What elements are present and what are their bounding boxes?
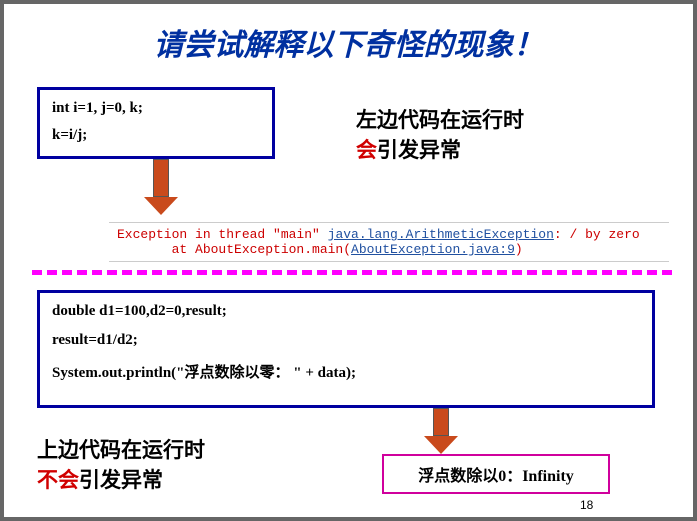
code-block-double: double d1=100,d2=0,result; result=d1/d2;… <box>37 290 655 408</box>
desc-line: 左边代码在运行时 <box>356 104 524 134</box>
page-number: 18 <box>580 498 593 512</box>
exception-text: Exception in thread "main" <box>117 227 328 242</box>
code-line: k=i/j; <box>52 127 260 144</box>
desc-line: 会引发异常 <box>356 134 524 164</box>
emphasis: 会 <box>356 138 377 162</box>
exception-text: ) <box>515 242 523 257</box>
desc-text: 引发异常 <box>377 138 461 162</box>
description-top: 左边代码在运行时 会引发异常 <box>356 104 524 164</box>
slide-title: 请尝试解释以下奇怪的现象！ <box>4 20 693 64</box>
desc-line: 上边代码在运行时 <box>37 434 205 464</box>
output-result: 浮点数除以0：Infinity <box>382 454 610 494</box>
slide-frame: 请尝试解释以下奇怪的现象！ int i=1, j=0, k; k=i/j; 左边… <box>0 0 697 521</box>
code-line: result=d1/d2; <box>52 332 640 349</box>
exception-text: : / by zero <box>554 227 640 242</box>
code-line: int i=1, j=0, k; <box>52 100 260 117</box>
desc-line: 不会引发异常 <box>37 464 205 494</box>
description-bottom: 上边代码在运行时 不会引发异常 <box>37 434 205 494</box>
exception-output: Exception in thread "main" java.lang.Ari… <box>109 222 669 262</box>
exception-link: AboutException.java:9 <box>351 242 515 257</box>
desc-text: 引发异常 <box>79 468 163 492</box>
code-line: double d1=100,d2=0,result; <box>52 303 640 320</box>
code-block-int: int i=1, j=0, k; k=i/j; <box>37 87 275 159</box>
exception-link: java.lang.ArithmeticException <box>328 227 554 242</box>
code-line: System.out.println("浮点数除以零： " + data); <box>52 361 640 382</box>
divider-line <box>32 270 672 275</box>
emphasis: 不会 <box>37 468 79 492</box>
exception-text: at AboutException.main( <box>117 242 351 257</box>
